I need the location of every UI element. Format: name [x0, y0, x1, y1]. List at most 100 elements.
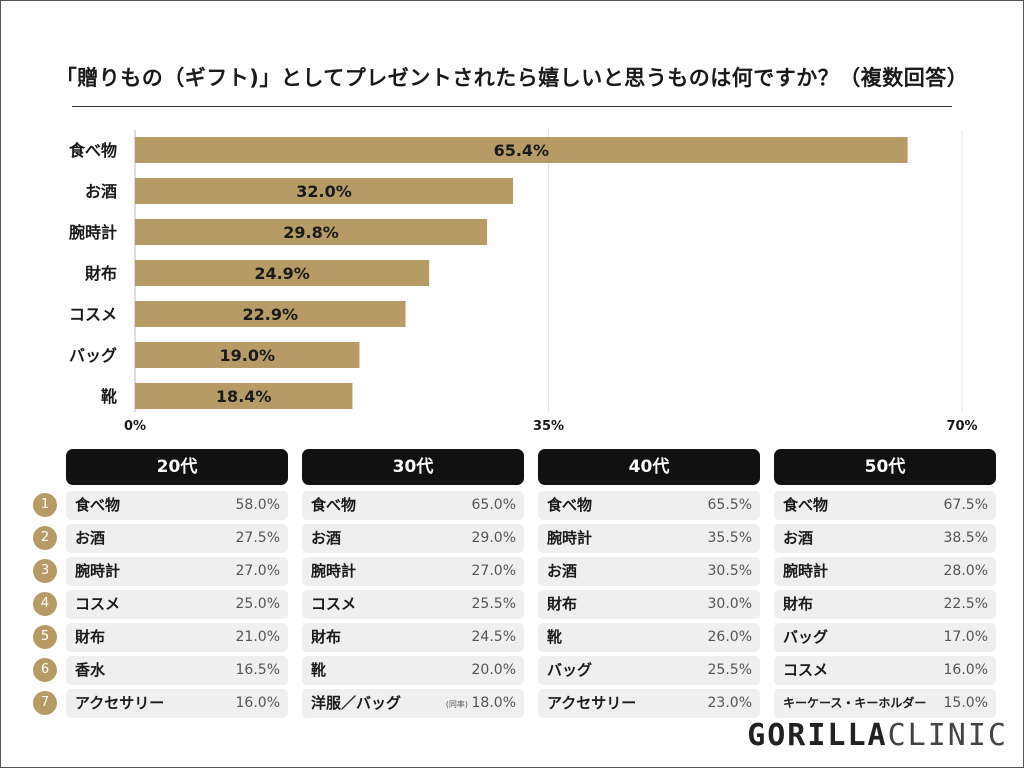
- tie-note: (同率): [445, 700, 468, 709]
- row-value: 35.5%: [707, 530, 752, 546]
- rank-badge: 7: [33, 691, 57, 715]
- row-label: 腕時計: [547, 529, 593, 547]
- table-row: お酒 27.5%: [66, 524, 288, 553]
- table-row: 腕時計 27.0%: [302, 557, 524, 586]
- value-label: 18.4%: [216, 387, 272, 406]
- table-row: コスメ 25.0%: [66, 590, 288, 619]
- row-label: 靴: [547, 628, 563, 646]
- brand-part-2: CLINIC: [887, 718, 1008, 753]
- row-value: 20.0%: [471, 662, 516, 678]
- rank-column: 1 2 3 4 5 6 7: [33, 491, 59, 724]
- table-row: 洋服／バッグ (同率) 18.0%: [302, 689, 524, 718]
- table-row: 腕時計 27.0%: [66, 557, 288, 586]
- row-value: 65.5%: [707, 497, 752, 513]
- tick-label: 35%: [533, 419, 564, 434]
- row-label: コスメ: [311, 595, 357, 613]
- table-row: 食べ物 58.0%: [66, 491, 288, 520]
- table-row: 食べ物 67.5%: [774, 491, 996, 520]
- rank-badge: 2: [33, 526, 57, 550]
- row-label: 財布: [311, 628, 342, 646]
- value-label: 65.4%: [494, 141, 550, 160]
- value-label: 22.9%: [243, 305, 299, 324]
- rank-badge: 4: [33, 592, 57, 616]
- table-row: 香水 16.5%: [66, 656, 288, 685]
- table-row: 腕時計 28.0%: [774, 557, 996, 586]
- row-label: 腕時計: [75, 562, 121, 580]
- row-value: 16.0%: [943, 662, 988, 678]
- rank-badge: 5: [33, 625, 57, 649]
- bar: [135, 383, 353, 409]
- row-value: 58.0%: [235, 497, 280, 513]
- row-value: 17.0%: [943, 629, 988, 645]
- category-label: 腕時計: [69, 223, 117, 242]
- bar: [135, 342, 360, 368]
- row-label: 洋服／バッグ: [311, 694, 402, 712]
- table-row: 食べ物 65.5%: [538, 491, 760, 520]
- row-value: 30.5%: [707, 563, 752, 579]
- page-title: 「贈りもの（ギフト)」としてプレゼントされたら嬉しいと思うものは何ですか？（複数…: [55, 66, 969, 90]
- panel-40s: 40代 食べ物 65.5% 腕時計 35.5% お酒 30.5% 財布 30.0% 靴 2…: [538, 449, 760, 722]
- bar: [135, 260, 430, 286]
- category-label: コスメ: [69, 305, 117, 324]
- category-label: 靴: [101, 387, 117, 406]
- table-row: 食べ物 65.0%: [302, 491, 524, 520]
- row-value: 22.5%: [943, 596, 988, 612]
- panel-50s: 50代 食べ物 67.5% お酒 38.5% 腕時計 28.0% 財布 22.5% バッ…: [774, 449, 996, 722]
- table-row: 財布 30.0%: [538, 590, 760, 619]
- bar: [135, 178, 514, 204]
- row-value: 28.0%: [943, 563, 988, 579]
- row-label: 腕時計: [311, 562, 357, 580]
- panel-header: 50代: [774, 449, 996, 485]
- row-value: 16.5%: [235, 662, 280, 678]
- table-row: バッグ 17.0%: [774, 623, 996, 652]
- row-label: 靴: [311, 661, 327, 679]
- row-value: 15.0%: [943, 695, 988, 711]
- table-row: 靴 26.0%: [538, 623, 760, 652]
- row-value: 24.5%: [471, 629, 516, 645]
- row-label: 食べ物: [75, 496, 121, 514]
- row-label: 財布: [783, 595, 814, 613]
- row-value: 38.5%: [943, 530, 988, 546]
- row-label: コスメ: [75, 595, 121, 613]
- row-value: 16.0%: [235, 695, 280, 711]
- table-row: 靴 20.0%: [302, 656, 524, 685]
- row-label: アクセサリー: [547, 694, 637, 712]
- row-label: 財布: [75, 628, 106, 646]
- table-row: お酒 38.5%: [774, 524, 996, 553]
- panel-header: 30代: [302, 449, 524, 485]
- table-row: お酒 30.5%: [538, 557, 760, 586]
- row-label: バッグ: [783, 628, 829, 646]
- table-row: バッグ 25.5%: [538, 656, 760, 685]
- panel-header: 40代: [538, 449, 760, 485]
- row-value: 25.5%: [471, 596, 516, 612]
- table-row: 財布 24.5%: [302, 623, 524, 652]
- bar: [135, 301, 406, 327]
- table-row: アクセサリー 16.0%: [66, 689, 288, 718]
- category-label: 財布: [85, 264, 117, 283]
- row-label: 食べ物: [311, 496, 357, 514]
- row-label: コスメ: [783, 661, 829, 679]
- panel-header: 20代: [66, 449, 288, 485]
- table-row: コスメ 25.5%: [302, 590, 524, 619]
- row-value: 21.0%: [235, 629, 280, 645]
- category-label: 食べ物: [68, 141, 117, 160]
- table-row: コスメ 16.0%: [774, 656, 996, 685]
- category-label: バッグ: [69, 346, 117, 365]
- row-label: お酒: [75, 529, 106, 547]
- row-value: 27.5%: [235, 530, 280, 546]
- row-value: 67.5%: [943, 497, 988, 513]
- rank-badge: 6: [33, 658, 57, 682]
- row-label: 食べ物: [547, 496, 593, 514]
- row-value: 18.0%: [471, 695, 516, 711]
- row-value: 25.0%: [235, 596, 280, 612]
- row-label: アクセサリー: [75, 694, 165, 712]
- row-value: 65.0%: [471, 497, 516, 513]
- row-label: 香水: [75, 661, 106, 679]
- table-row: 財布 22.5%: [774, 590, 996, 619]
- row-value: 27.0%: [235, 563, 280, 579]
- panel-20s: 20代 食べ物 58.0% お酒 27.5% 腕時計 27.0% コスメ 25.0% 財…: [66, 449, 288, 722]
- row-label: お酒: [547, 562, 578, 580]
- table-row: 腕時計 35.5%: [538, 524, 760, 553]
- row-value: 30.0%: [707, 596, 752, 612]
- row-label: バッグ: [547, 661, 593, 679]
